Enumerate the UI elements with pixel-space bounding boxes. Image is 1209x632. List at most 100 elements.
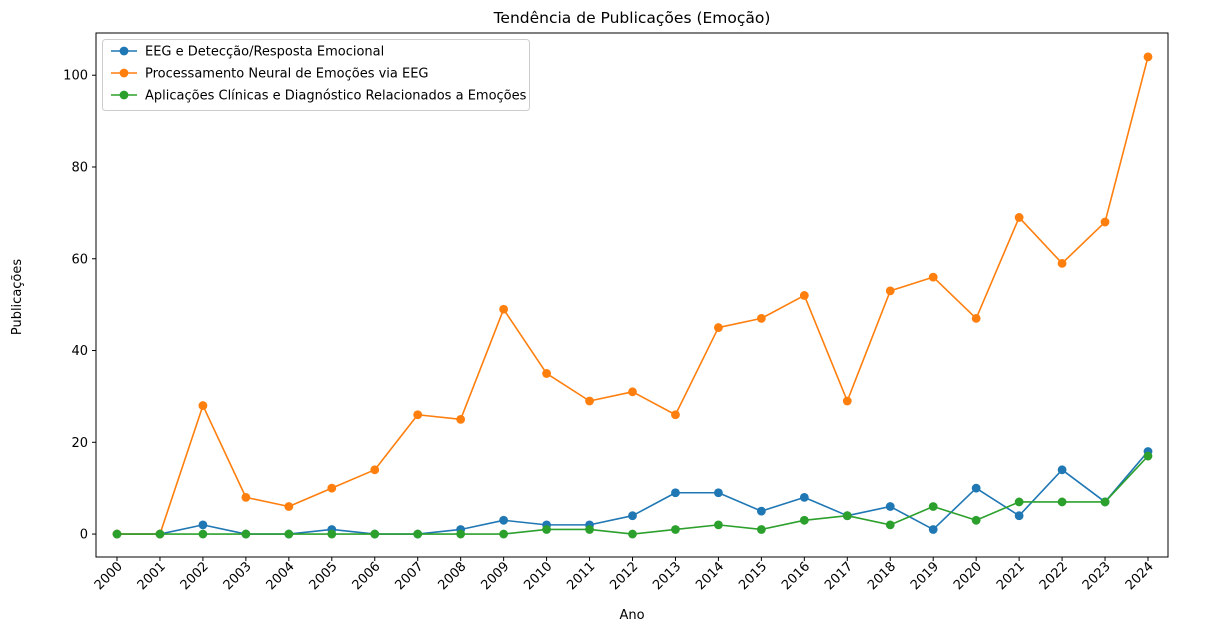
series-line bbox=[117, 56, 1149, 535]
data-point bbox=[928, 525, 938, 534]
data-point bbox=[499, 529, 509, 539]
data-point bbox=[671, 488, 680, 498]
x-tick-label: 2012 bbox=[607, 559, 641, 593]
data-point bbox=[1014, 511, 1024, 521]
data-point bbox=[370, 529, 380, 539]
x-tick-label: 2015 bbox=[736, 559, 770, 593]
data-point bbox=[885, 520, 895, 530]
x-tick-label: 2006 bbox=[350, 559, 384, 593]
chart-title: Tendência de Publicações (Emoção) bbox=[493, 9, 771, 27]
data-point bbox=[327, 483, 337, 493]
plot-area: 0 20 40 60 80 100 2000 2001 2002 2003 2004 2005 2006… bbox=[63, 32, 1169, 593]
data-point bbox=[756, 506, 766, 516]
data-point bbox=[413, 529, 423, 539]
data-point bbox=[542, 525, 551, 534]
data-point bbox=[714, 520, 723, 530]
data-point bbox=[756, 314, 766, 323]
data-point bbox=[155, 529, 165, 539]
legend-swatch-marker bbox=[119, 68, 129, 78]
x-tick-label: 2023 bbox=[1080, 559, 1114, 593]
data-point bbox=[842, 511, 852, 521]
x-tick-label: 2016 bbox=[779, 559, 813, 593]
data-point bbox=[628, 387, 637, 397]
y-tick-label: 80 bbox=[71, 160, 88, 175]
data-point bbox=[628, 511, 637, 521]
data-point bbox=[885, 286, 895, 296]
data-point bbox=[198, 529, 208, 539]
series-line bbox=[117, 455, 1149, 535]
x-tick-label: 2013 bbox=[650, 559, 684, 593]
y-axis-label: Publicações bbox=[10, 259, 25, 336]
x-tick-label: 2010 bbox=[521, 559, 555, 593]
series-2 bbox=[112, 52, 1153, 539]
data-point bbox=[1014, 497, 1024, 507]
legend-swatch-marker bbox=[119, 90, 129, 100]
data-point bbox=[456, 529, 466, 539]
data-point bbox=[112, 529, 122, 539]
data-point bbox=[585, 396, 594, 406]
data-point bbox=[799, 492, 809, 502]
data-point bbox=[1143, 52, 1153, 62]
legend: EEG e Detecção/Resposta Emocional Process… bbox=[102, 39, 530, 111]
data-point bbox=[1143, 451, 1153, 461]
data-point bbox=[971, 314, 981, 323]
series-1 bbox=[112, 447, 1153, 539]
series-3 bbox=[112, 451, 1153, 539]
legend-swatch-marker bbox=[119, 46, 129, 56]
legend-entry: Processamento Neural de Emoções via EEG bbox=[145, 67, 429, 82]
data-point bbox=[499, 304, 509, 314]
y-tick-label: 60 bbox=[71, 252, 88, 267]
data-point bbox=[241, 492, 251, 502]
x-tick-label: 2007 bbox=[393, 559, 427, 593]
x-tick-label: 2014 bbox=[693, 559, 727, 593]
x-tick-label: 2001 bbox=[135, 559, 169, 593]
x-tick-label: 2020 bbox=[951, 559, 985, 593]
x-tick-label: 2024 bbox=[1123, 559, 1157, 593]
data-point bbox=[1057, 497, 1067, 507]
data-point bbox=[499, 515, 509, 525]
data-point bbox=[284, 502, 294, 511]
data-point bbox=[198, 401, 208, 410]
y-tick-label: 40 bbox=[71, 344, 88, 359]
data-point bbox=[1057, 465, 1067, 475]
y-tick-label: 100 bbox=[63, 69, 88, 84]
data-point bbox=[1100, 217, 1110, 227]
data-point bbox=[714, 488, 723, 498]
data-point bbox=[671, 525, 680, 534]
data-point bbox=[198, 520, 208, 530]
y-tick-label: 0 bbox=[80, 528, 88, 543]
data-point bbox=[241, 529, 251, 539]
y-tick-label: 20 bbox=[71, 436, 88, 451]
x-tick-label: 2022 bbox=[1037, 559, 1071, 593]
data-point bbox=[842, 396, 852, 406]
data-point bbox=[799, 515, 809, 525]
x-tick-label: 2011 bbox=[564, 559, 598, 593]
x-tick-label: 2002 bbox=[178, 559, 212, 593]
x-tick-label: 2008 bbox=[435, 559, 469, 593]
x-tick-label: 2021 bbox=[994, 559, 1028, 593]
data-point bbox=[284, 529, 294, 539]
data-point bbox=[542, 369, 551, 378]
data-point bbox=[714, 323, 723, 332]
x-tick-label: 2003 bbox=[221, 559, 255, 593]
data-point bbox=[885, 502, 895, 511]
data-point bbox=[1057, 258, 1067, 268]
legend-entry: Aplicações Clínicas e Diagnóstico Relaci… bbox=[145, 89, 527, 104]
data-point bbox=[327, 529, 337, 539]
legend-frame bbox=[102, 39, 530, 111]
plot-frame bbox=[95, 32, 1169, 558]
data-point bbox=[756, 525, 766, 534]
legend-entry: EEG e Detecção/Resposta Emocional bbox=[145, 45, 384, 60]
data-point bbox=[928, 502, 938, 511]
x-tick-label: 2004 bbox=[264, 559, 298, 593]
x-tick-label: 2005 bbox=[307, 559, 341, 593]
x-tick-label: 2017 bbox=[822, 559, 856, 593]
x-axis-label: Ano bbox=[619, 608, 644, 623]
data-point bbox=[585, 525, 594, 534]
x-tick-label: 2018 bbox=[865, 559, 899, 593]
data-point bbox=[413, 410, 423, 420]
data-point bbox=[456, 414, 466, 424]
data-point bbox=[671, 410, 680, 420]
series-line bbox=[117, 450, 1149, 535]
